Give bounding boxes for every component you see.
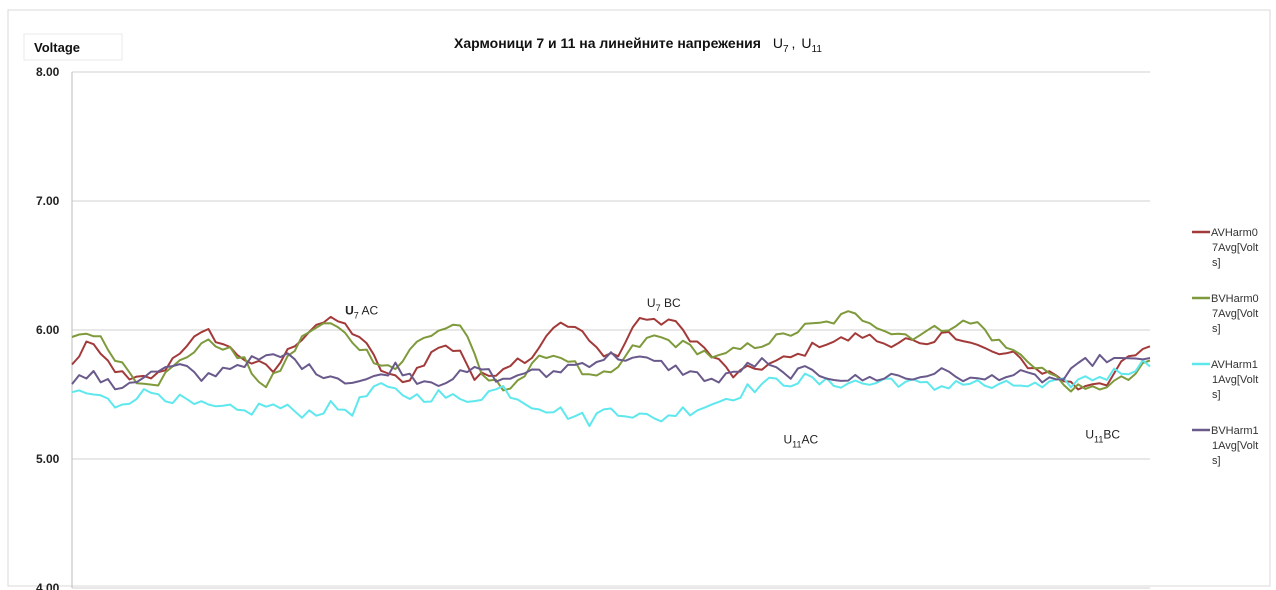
annotation-label-1: U7 BC: [647, 296, 681, 313]
chart-title-u7: U: [773, 35, 783, 51]
y-tick-label: 7.00: [36, 194, 60, 208]
legend-label-3: s]: [1212, 455, 1221, 467]
y-tick-label: 6.00: [36, 323, 60, 337]
annotation-label-0: U7 AC: [345, 304, 378, 321]
legend-label-3: 1Avg[Volt: [1212, 440, 1258, 452]
annotations: U7 AC U7 BC U11AC U11BC: [345, 296, 1120, 450]
y-axis-label-box: Voltage: [23, 33, 123, 61]
y-axis-label: Voltage: [34, 40, 80, 55]
y-tick-label: 4.00: [36, 581, 60, 590]
legend-label-1: BVHarm0: [1211, 293, 1259, 305]
chart-title-u7-sub: 7: [783, 44, 789, 55]
legend: AVHarm0 7Avg[Volt s] BVHarm0 7Avg[Volt s] AVHa…: [1192, 227, 1259, 467]
chart-title-sep: ,: [792, 35, 796, 51]
series-line-2: [71, 359, 1151, 428]
chart-area-border: [7, 9, 1271, 587]
legend-label-2: s]: [1212, 389, 1221, 401]
y-tick-labels: 4.00 5.00 6.00 7.00 8.00: [36, 65, 60, 590]
y-tick-label: 5.00: [36, 452, 60, 466]
legend-label-2: 1Avg[Volt: [1212, 374, 1258, 386]
legend-label-0: AVHarm0: [1211, 227, 1258, 239]
annotation-label-3: U11BC: [1085, 427, 1120, 444]
legend-label-3: BVHarm1: [1211, 425, 1259, 437]
y-tick-label: 8.00: [36, 65, 60, 79]
legend-label-0: s]: [1212, 257, 1221, 269]
grid-lines: [71, 71, 1150, 589]
legend-label-0: 7Avg[Volt: [1212, 242, 1258, 254]
chart-title: Хармоници 7 и 11 на линейните напрежения…: [454, 35, 822, 55]
series-line-3: [71, 351, 1151, 391]
series-line-1: [71, 310, 1151, 393]
chart-title-main: Хармоници 7 и 11 на линейните напрежения: [454, 35, 761, 51]
chart-title-u11: U: [801, 35, 811, 51]
annotation-label-2: U11AC: [783, 433, 818, 450]
legend-label-1: 7Avg[Volt: [1212, 308, 1258, 320]
chart-title-u11-sub: 11: [812, 44, 823, 55]
legend-label-1: s]: [1212, 323, 1221, 335]
series-lines: [71, 310, 1151, 428]
legend-label-2: AVHarm1: [1211, 359, 1258, 371]
